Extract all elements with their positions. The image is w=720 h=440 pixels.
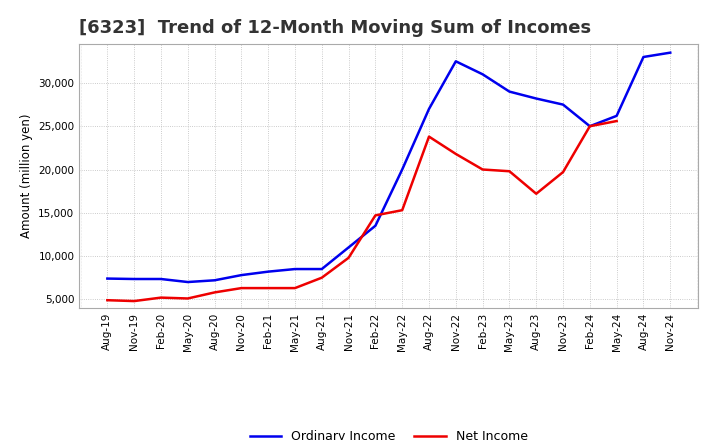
Ordinary Income [398, 167, 407, 172]
Line: Net Income: Net Income [107, 121, 616, 301]
Ordinary Income [612, 113, 621, 118]
Ordinary Income [451, 59, 460, 64]
Ordinary Income [318, 266, 326, 271]
Net Income [103, 297, 112, 303]
Ordinary Income [237, 272, 246, 278]
Net Income [612, 118, 621, 124]
Net Income [398, 208, 407, 213]
Ordinary Income [425, 106, 433, 112]
Legend: Ordinary Income, Net Income: Ordinary Income, Net Income [245, 425, 533, 440]
Net Income [344, 255, 353, 260]
Ordinary Income [291, 266, 300, 271]
Ordinary Income [264, 269, 272, 274]
Text: [6323]  Trend of 12-Month Moving Sum of Incomes: [6323] Trend of 12-Month Moving Sum of I… [79, 19, 591, 37]
Net Income [532, 191, 541, 196]
Ordinary Income [344, 245, 353, 250]
Ordinary Income [532, 96, 541, 101]
Line: Ordinary Income: Ordinary Income [107, 53, 670, 282]
Net Income [559, 169, 567, 175]
Ordinary Income [559, 102, 567, 107]
Net Income [505, 169, 514, 174]
Ordinary Income [585, 124, 594, 129]
Ordinary Income [371, 223, 379, 228]
Ordinary Income [210, 278, 219, 283]
Ordinary Income [157, 276, 166, 282]
Net Income [451, 151, 460, 157]
Ordinary Income [103, 276, 112, 281]
Ordinary Income [130, 276, 138, 282]
Net Income [291, 286, 300, 291]
Ordinary Income [666, 50, 675, 55]
Net Income [585, 124, 594, 129]
Ordinary Income [639, 55, 648, 60]
Net Income [157, 295, 166, 300]
Net Income [237, 286, 246, 291]
Net Income [264, 286, 272, 291]
Net Income [478, 167, 487, 172]
Ordinary Income [184, 279, 192, 285]
Ordinary Income [505, 89, 514, 94]
Net Income [130, 298, 138, 304]
Net Income [184, 296, 192, 301]
Ordinary Income [478, 72, 487, 77]
Net Income [425, 134, 433, 139]
Net Income [318, 275, 326, 280]
Net Income [210, 290, 219, 295]
Y-axis label: Amount (million yen): Amount (million yen) [19, 114, 32, 238]
Net Income [371, 213, 379, 218]
